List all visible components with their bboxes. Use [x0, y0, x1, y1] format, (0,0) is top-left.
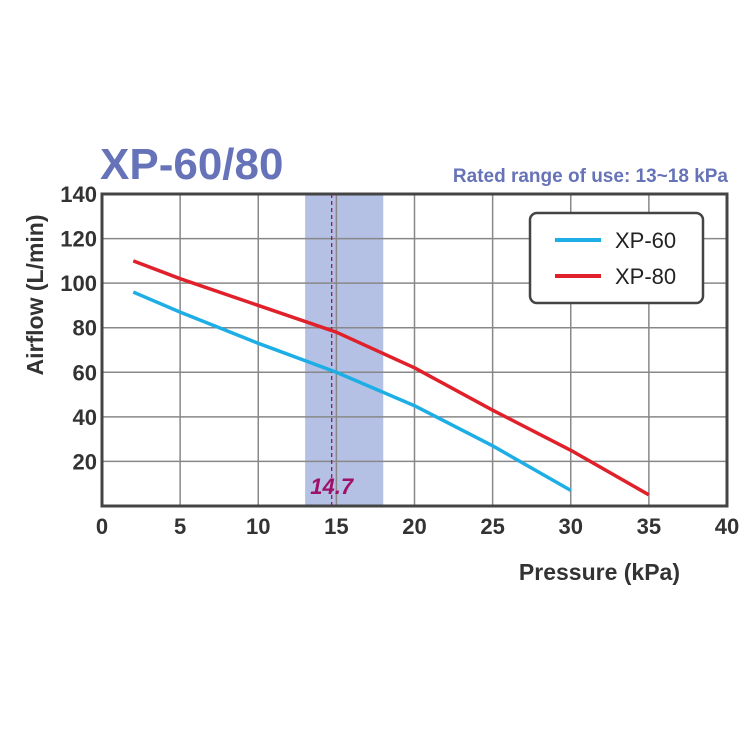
marker-label: 14.7 [310, 474, 355, 499]
x-tick-label: 40 [715, 514, 739, 539]
legend: XP-60 XP-80 [528, 211, 705, 305]
y-tick-label: 140 [60, 182, 97, 207]
x-tick-label: 15 [324, 514, 348, 539]
series-line-xp-60 [132, 290, 572, 492]
x-tick-label: 10 [246, 514, 270, 539]
x-tick-label: 25 [480, 514, 504, 539]
y-tick-label: 40 [73, 405, 97, 430]
series-line-xp-80 [132, 259, 650, 497]
y-tick-label: 120 [60, 227, 97, 252]
x-tick-label: 0 [96, 514, 108, 539]
chart-subtitle: Rated range of use: 13~18 kPa [452, 166, 728, 187]
x-axis-label: Pressure (kPa) [519, 559, 680, 585]
x-tick-label: 35 [637, 514, 661, 539]
rated-range-band [305, 194, 384, 506]
legend-label: XP-80 [615, 264, 676, 289]
x-tick-label: 30 [559, 514, 583, 539]
legend-label: XP-60 [615, 228, 676, 253]
y-axis-label: Airflow (L/min) [22, 215, 48, 376]
x-tick-label: 20 [402, 514, 426, 539]
y-tick-label: 100 [60, 271, 97, 296]
y-tick-label: 20 [73, 449, 97, 474]
y-tick-label: 80 [73, 316, 97, 341]
chart-title: XP-60/80 [100, 140, 284, 189]
x-tick-label: 5 [174, 514, 186, 539]
legend-box [528, 211, 705, 305]
plot-frame [100, 192, 729, 508]
y-tick-label: 60 [73, 360, 97, 385]
